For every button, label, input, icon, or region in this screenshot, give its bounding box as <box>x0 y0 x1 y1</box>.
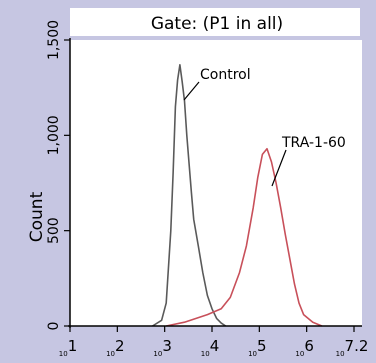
y-tick-label: 0 <box>46 322 62 331</box>
x-tick-label: 105 <box>248 337 266 358</box>
x-tick-label: 101 <box>59 337 77 358</box>
annotation-label: TRA-1-60 <box>281 135 346 151</box>
x-tick-label: 104 <box>201 337 219 358</box>
x-tick-label: 107.2 <box>336 337 369 358</box>
series-line-tra-1-60 <box>166 147 323 327</box>
chart-title: Gate: (P1 in all) <box>151 14 283 34</box>
y-ticks: 0 500 1,000 1,500 <box>46 20 70 331</box>
x-ticks: 101 102 103 104 105 106 107.2 <box>59 326 369 358</box>
y-tick-label: 1,000 <box>46 115 62 155</box>
y-tick-label: 500 <box>46 217 62 244</box>
annotation-leader <box>271 149 287 187</box>
x-tick-label: 103 <box>153 337 171 358</box>
y-tick-label: 1,500 <box>46 20 62 60</box>
x-tick-label: 102 <box>106 337 124 358</box>
x-tick-label: 106 <box>295 337 313 358</box>
annotations: Control TRA-1-60 <box>183 67 346 187</box>
annotation-label: Control <box>200 67 251 83</box>
annotation-leader <box>183 81 200 101</box>
y-axis-label: Count <box>27 191 47 242</box>
plot-area <box>70 40 362 326</box>
series-line-control <box>152 64 227 327</box>
title-background <box>70 8 360 36</box>
series-layer <box>152 64 323 327</box>
